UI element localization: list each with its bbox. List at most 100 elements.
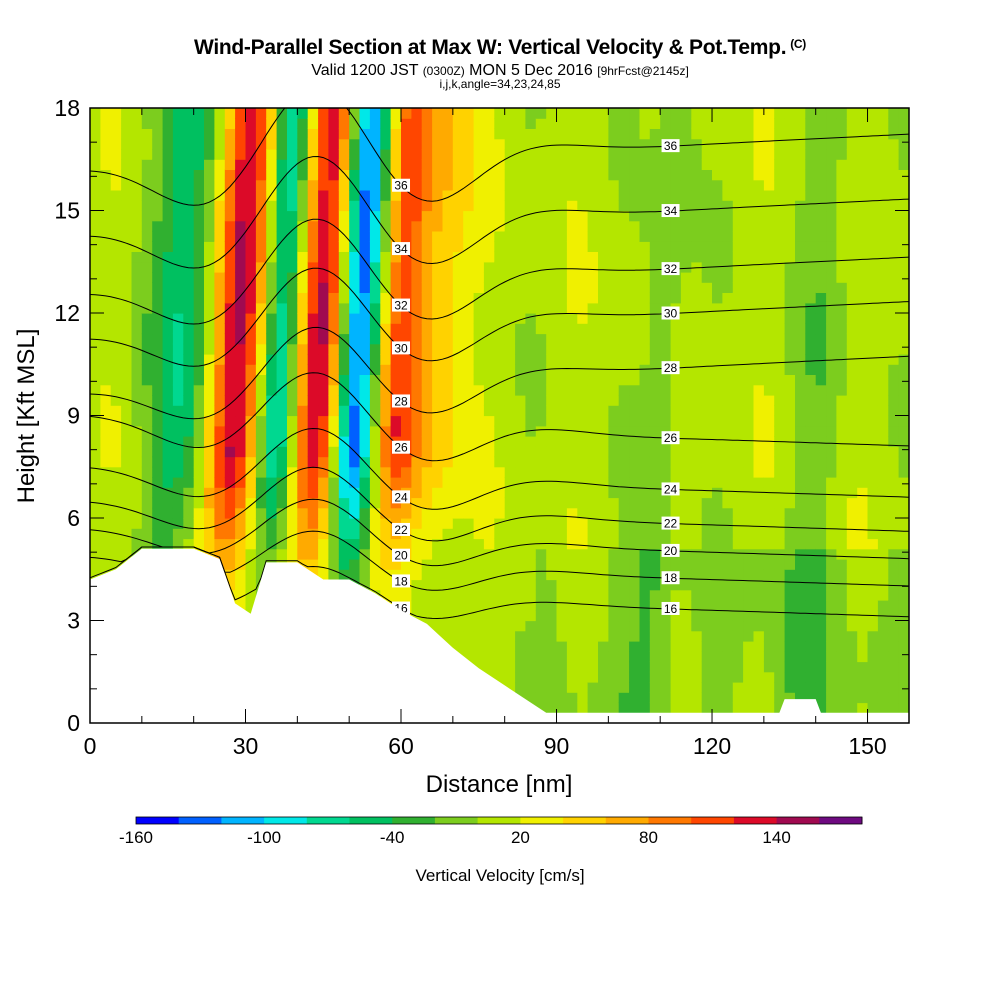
velocity-cell (297, 108, 309, 119)
velocity-cell (235, 282, 247, 293)
velocity-cell (836, 313, 848, 324)
velocity-cell (670, 231, 682, 242)
velocity-cell (266, 446, 278, 458)
velocity-cell (546, 682, 558, 693)
velocity-cell (753, 282, 765, 293)
velocity-cell (556, 159, 568, 170)
velocity-cell (110, 518, 122, 529)
velocity-cell (546, 569, 558, 581)
velocity-cell (535, 569, 547, 581)
velocity-cell (629, 559, 641, 570)
velocity-cell (670, 620, 682, 632)
velocity-cell (639, 333, 651, 345)
velocity-cell (100, 559, 112, 570)
velocity-cell (204, 487, 215, 499)
velocity-cell (473, 384, 485, 396)
velocity-cell (629, 343, 641, 355)
velocity-cell (266, 138, 278, 150)
theta-contour-line (90, 155, 909, 269)
velocity-cell (432, 210, 444, 222)
velocity-cell (483, 384, 495, 396)
velocity-cell (307, 415, 319, 427)
velocity-cell (214, 456, 226, 468)
velocity-cell (629, 149, 641, 160)
velocity-cell (432, 620, 444, 632)
velocity-cell (753, 292, 765, 304)
velocity-cell (815, 241, 827, 252)
velocity-cell (380, 374, 392, 386)
velocity-cell (877, 282, 889, 293)
velocity-cell (691, 610, 703, 622)
velocity-cell (141, 251, 153, 263)
velocity-cell (401, 108, 412, 119)
velocity-cell (649, 333, 661, 345)
velocity-cell (100, 179, 112, 191)
velocity-cell (463, 466, 475, 478)
velocity-cell (680, 548, 692, 560)
velocity-cell (483, 302, 495, 314)
velocity-cell (307, 108, 319, 119)
velocity-cell (152, 149, 164, 160)
velocity-cell (349, 415, 361, 427)
velocity-cell (152, 200, 164, 212)
velocity-cell (774, 251, 786, 263)
velocity-cell (815, 641, 827, 652)
velocity-cell (235, 425, 247, 437)
svg-text:24: 24 (394, 490, 408, 504)
velocity-cell (732, 241, 744, 252)
velocity-cell (629, 579, 641, 591)
velocity-cell (401, 282, 412, 293)
velocity-cell (857, 682, 869, 693)
velocity-cell (473, 108, 485, 119)
velocity-cell (193, 415, 205, 427)
velocity-cell (608, 405, 620, 417)
velocity-cell (867, 425, 879, 437)
velocity-cell (525, 364, 537, 375)
velocity-cell (380, 405, 392, 417)
velocity-cell (691, 190, 703, 201)
velocity-cell (473, 466, 485, 478)
velocity-cell (826, 302, 838, 314)
velocity-cell (328, 569, 340, 581)
velocity-cell (546, 702, 558, 714)
velocity-cell (359, 272, 371, 283)
velocity-cell (535, 333, 547, 345)
velocity-cell (141, 466, 153, 478)
velocity-cell (432, 323, 444, 335)
velocity-cell (649, 507, 661, 519)
velocity-cell (141, 446, 153, 458)
velocity-cell (318, 548, 330, 560)
velocity-cell (141, 518, 153, 529)
velocity-cell (515, 231, 527, 242)
velocity-cell (525, 630, 537, 642)
velocity-cell (649, 456, 661, 468)
velocity-cell (463, 600, 475, 611)
velocity-cell (504, 569, 516, 581)
velocity-cell (639, 456, 651, 468)
velocity-cell (380, 179, 392, 191)
velocity-cell (483, 292, 495, 304)
velocity-cell (204, 466, 215, 478)
velocity-cell (795, 179, 806, 191)
velocity-cell (784, 395, 796, 406)
velocity-cell (380, 497, 392, 509)
velocity-cell (618, 466, 630, 478)
velocity-cell (235, 179, 247, 191)
velocity-cell (898, 641, 909, 652)
velocity-cell (774, 610, 786, 622)
velocity-cell (826, 282, 838, 293)
velocity-cell (411, 128, 423, 140)
velocity-cell (649, 251, 661, 263)
velocity-cell (546, 630, 558, 642)
velocity-cell (618, 671, 630, 683)
velocity-cell (297, 518, 309, 529)
velocity-cell (473, 343, 485, 355)
velocity-cell (566, 548, 578, 560)
velocity-cell (473, 354, 485, 365)
velocity-cell (608, 210, 620, 222)
velocity-cell (795, 682, 806, 693)
velocity-cell (546, 354, 558, 365)
velocity-cell (432, 497, 444, 509)
velocity-cell (867, 128, 879, 140)
velocity-cell (836, 641, 848, 652)
